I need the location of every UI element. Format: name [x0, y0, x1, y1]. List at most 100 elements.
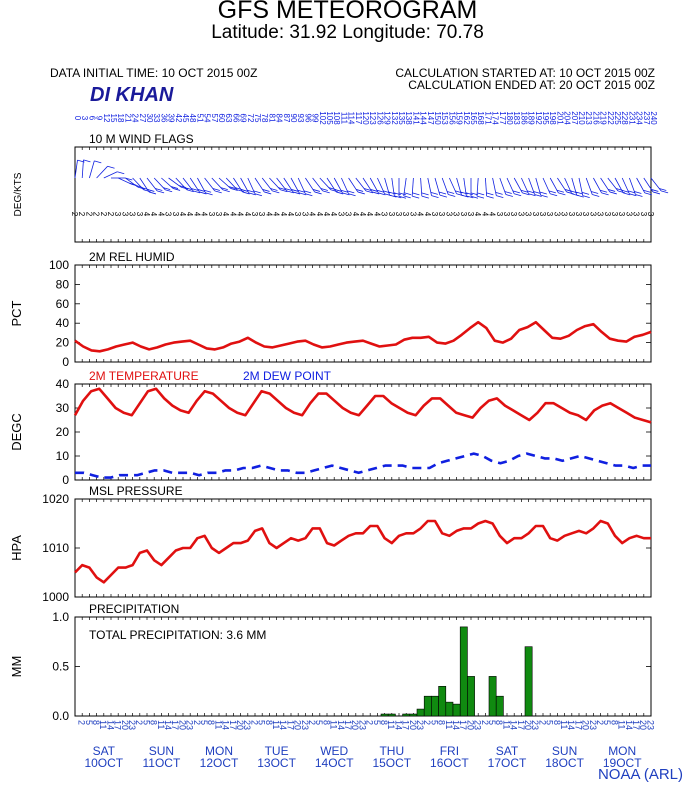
day-of-week-label: SUN [552, 744, 577, 758]
wind-speed-label: 3 [516, 212, 525, 217]
wind-barb [303, 190, 312, 194]
day-date-label: 14OCT [315, 756, 354, 770]
wind-barb [163, 187, 171, 190]
wind-hour-label: 126 [375, 111, 384, 125]
wind-staff [485, 177, 488, 197]
hour-label: 11 [271, 720, 281, 729]
hour-label: 8 [321, 720, 331, 725]
wind-barb [398, 195, 407, 199]
wind-barb [466, 195, 474, 199]
wind-hour-label: 201 [555, 111, 564, 125]
wind-barb [486, 192, 494, 196]
wind-barb [389, 194, 397, 198]
day-of-week-label: THU [379, 744, 404, 758]
wind-speed-label: 2 [92, 212, 101, 217]
wind-barb [528, 193, 536, 197]
day-of-week-label: MON [205, 744, 233, 758]
wind-speed-label: 3 [560, 212, 569, 217]
wind-barb [117, 171, 125, 175]
wind-hour-label: 240 [649, 111, 658, 125]
wind-hour-label: 39 [167, 114, 176, 123]
wind-barb [627, 190, 636, 194]
wind-barb [601, 192, 609, 196]
hour-label: 14 [163, 720, 173, 730]
wind-speed-label: 4 [322, 212, 331, 217]
wind-hour-label: 6 [87, 116, 96, 121]
calculation-ended: CALCULATION ENDED AT: 20 OCT 2015 00Z [408, 78, 655, 92]
hour-label: 5 [141, 720, 151, 725]
hour-label: 20 [293, 720, 303, 730]
wind-speed-label: 3 [538, 212, 547, 217]
wind-hour-label: 189 [527, 111, 536, 125]
wind-hour-label: 21 [123, 114, 132, 123]
day-date-label: 17OCT [488, 756, 527, 770]
wind-staff [103, 171, 118, 179]
wind-barb [576, 194, 584, 198]
wind-hour-label: 72 [246, 114, 255, 123]
wind-speed-label: 3 [610, 212, 619, 217]
wind-barb [148, 191, 157, 195]
day-of-week-label: WED [320, 744, 348, 758]
hour-label: 8 [552, 720, 562, 725]
wind-barb [205, 192, 213, 196]
wind-speed-label: 4 [308, 212, 317, 217]
wind-hour-label: 78 [260, 114, 269, 123]
wind-hour-label: 18 [116, 114, 125, 123]
page-title: GFS METEOROGRAM [217, 0, 478, 24]
hour-label: 2 [365, 720, 375, 725]
wind-barb [180, 186, 189, 190]
wind-hour-label: 51 [195, 114, 204, 123]
wind-barb [486, 195, 494, 199]
y-tick-label: 30 [56, 401, 70, 415]
wind-speed-label: 3 [552, 212, 561, 217]
wind-hour-label: 156 [447, 111, 456, 125]
wind-speed-label: 4 [473, 212, 482, 217]
precip-bar [445, 701, 454, 717]
y-tick-label: 1010 [42, 541, 69, 555]
wind-barb [548, 190, 556, 194]
wind-hour-label: 219 [599, 111, 608, 125]
wind-speed-label: 4 [286, 212, 295, 217]
wind-barb [320, 188, 329, 191]
rh-series-line [74, 320, 652, 353]
hour-label: 8 [379, 720, 389, 725]
day-of-week-label: SUN [149, 744, 174, 758]
wind-staff [499, 177, 507, 195]
wind-hour-label: 63 [224, 114, 233, 123]
wind-speed-label: 4 [264, 212, 273, 217]
wind-speed-label: 4 [351, 212, 360, 217]
wind-barb [608, 189, 616, 192]
y-tick-label: 100 [49, 258, 69, 272]
wind-speed-label: 3 [344, 212, 353, 217]
wind-barb [334, 189, 342, 192]
hour-label: 11 [444, 720, 454, 729]
wind-speed-label: 3 [250, 212, 259, 217]
hour-label: 17 [343, 720, 353, 730]
wind-speed-label: 3 [466, 212, 475, 217]
hour-label: 2 [595, 720, 605, 725]
hour-label: 5 [372, 720, 382, 725]
wind-barb [204, 189, 212, 193]
wind-hour-label: 222 [606, 111, 615, 125]
wind-barb [222, 189, 230, 193]
wind-barb [404, 192, 412, 196]
wind-hour-label: 114 [347, 112, 356, 125]
wind-barb [476, 195, 485, 199]
wind-hour-label: 54 [203, 114, 212, 123]
hour-label: 23 [530, 720, 540, 730]
hour-label: 20 [581, 720, 591, 730]
wind-barb [398, 192, 407, 196]
wind-barb [312, 189, 321, 192]
wind-barb [447, 191, 455, 194]
hour-label: 8 [206, 720, 216, 725]
wind-barb [143, 189, 151, 193]
wind-barb [342, 192, 350, 196]
wind-barb [465, 192, 473, 196]
y-tick-label: 1000 [42, 590, 69, 604]
wind-speed-label: 4 [480, 212, 489, 217]
wind-barb [292, 191, 301, 195]
hour-label: 23 [473, 720, 483, 730]
y-tick-label: 60 [56, 297, 70, 311]
hour-label: 8 [91, 720, 101, 725]
